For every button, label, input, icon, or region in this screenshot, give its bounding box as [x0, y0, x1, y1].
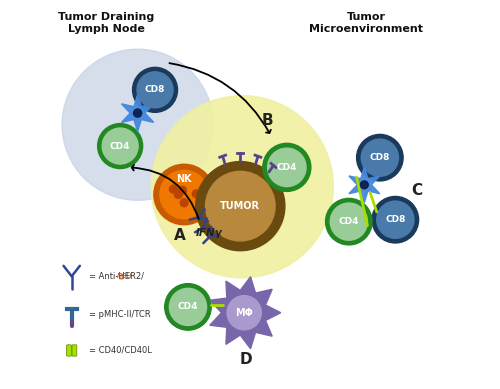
Circle shape [356, 135, 403, 181]
Circle shape [192, 190, 200, 198]
Circle shape [372, 196, 418, 243]
Circle shape [137, 72, 173, 108]
Polygon shape [210, 277, 280, 349]
Text: CD4: CD4 [276, 163, 297, 172]
Circle shape [326, 198, 372, 245]
Text: IFNγ: IFNγ [196, 228, 222, 238]
Circle shape [132, 67, 178, 112]
Text: = pMHC-II/TCR: = pMHC-II/TCR [89, 310, 151, 319]
Text: neu: neu [117, 272, 132, 280]
Text: NK: NK [176, 174, 192, 184]
Text: CD8: CD8 [370, 153, 390, 162]
FancyBboxPatch shape [66, 345, 71, 356]
Circle shape [206, 172, 275, 241]
Polygon shape [122, 95, 154, 132]
FancyBboxPatch shape [72, 345, 77, 356]
Text: CD8: CD8 [385, 215, 406, 224]
Text: B: B [262, 113, 274, 128]
Circle shape [102, 128, 138, 164]
Circle shape [170, 288, 206, 326]
Circle shape [178, 186, 186, 194]
Text: TUMOR: TUMOR [220, 201, 260, 211]
Circle shape [62, 49, 213, 200]
Text: MΦ: MΦ [235, 308, 253, 318]
Circle shape [98, 124, 142, 168]
Circle shape [154, 164, 214, 225]
Text: = CD40/CD40L: = CD40/CD40L [89, 345, 152, 354]
Text: CD4: CD4 [110, 142, 130, 151]
Text: A: A [174, 228, 186, 243]
Text: Tumor Draining
Lymph Node: Tumor Draining Lymph Node [58, 12, 154, 34]
Text: CD8: CD8 [145, 85, 165, 95]
Circle shape [134, 109, 141, 117]
Circle shape [376, 201, 414, 238]
Text: Tumor
Microenvironment: Tumor Microenvironment [310, 12, 424, 34]
Text: = Anti-HER2/: = Anti-HER2/ [89, 272, 144, 280]
Circle shape [227, 296, 262, 330]
Circle shape [361, 139, 399, 176]
Circle shape [174, 191, 182, 198]
Circle shape [170, 185, 177, 193]
Circle shape [151, 96, 334, 278]
Text: D: D [240, 352, 252, 367]
Text: CD4: CD4 [338, 217, 359, 226]
Circle shape [196, 161, 285, 251]
Text: CD4: CD4 [178, 302, 198, 312]
Circle shape [160, 170, 208, 219]
Circle shape [164, 284, 211, 330]
Circle shape [360, 181, 368, 189]
Text: C: C [411, 183, 422, 198]
Polygon shape [349, 167, 380, 203]
Circle shape [263, 143, 311, 191]
Circle shape [268, 148, 306, 187]
Circle shape [330, 203, 368, 240]
Circle shape [180, 199, 188, 207]
